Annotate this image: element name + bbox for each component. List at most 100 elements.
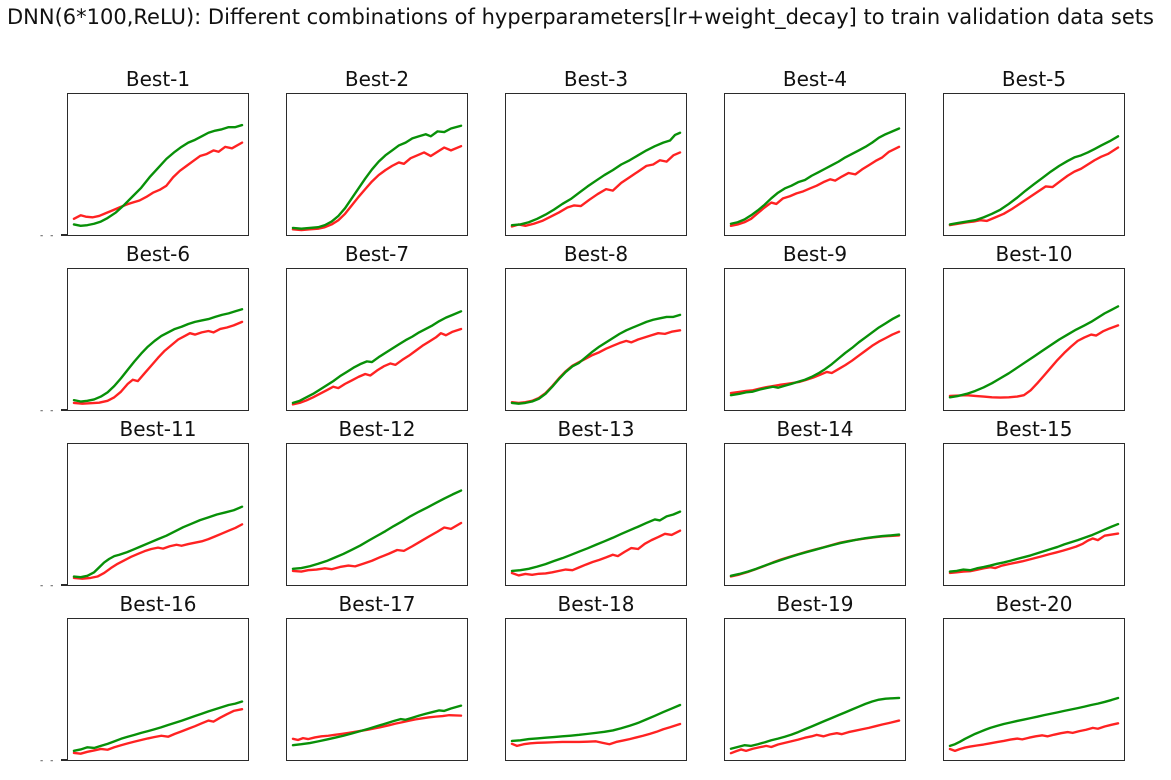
subplot-title: Best-19 (776, 592, 854, 616)
green-curve (948, 522, 1120, 573)
green-curve (72, 505, 244, 579)
line-chart (948, 522, 1120, 575)
red-curve (948, 532, 1120, 575)
subplot-title: Best-20 (995, 592, 1073, 616)
subplot: Best-12 (286, 417, 468, 586)
line-chart (291, 704, 463, 747)
red-curve (291, 713, 463, 742)
red-curve (291, 327, 463, 406)
subplot-title: Best-13 (557, 417, 635, 441)
green-curve (729, 533, 901, 578)
line-chart (729, 533, 901, 578)
line-chart (510, 313, 682, 405)
plot-area (943, 268, 1125, 411)
plot-area: - - (40, 443, 249, 591)
plot-area (286, 443, 468, 586)
red-curve (510, 529, 682, 577)
y-tick-mark (61, 409, 68, 411)
line-chart (72, 505, 244, 580)
y-tick-label: - - (40, 756, 56, 766)
plot-area (286, 93, 468, 236)
line-chart (948, 305, 1120, 399)
subplot: Best-15 (943, 417, 1125, 586)
y-tick-label: - - (40, 406, 56, 416)
subplot: Best-19 (724, 592, 906, 761)
red-curve (948, 324, 1120, 399)
red-curve (291, 521, 463, 573)
red-curve (729, 534, 901, 578)
y-tick-mark (61, 584, 68, 586)
line-chart (948, 135, 1120, 227)
subplot-title: Best-9 (782, 242, 848, 266)
plot-area (505, 443, 687, 586)
y-tick-label: - - (40, 581, 56, 591)
subplot-title: Best-8 (563, 242, 629, 266)
line-chart (729, 127, 901, 228)
line-chart (291, 489, 463, 573)
line-chart (72, 123, 244, 228)
subplot: Best-13 (505, 417, 687, 586)
subplot: Best-2 (286, 67, 468, 236)
line-chart (729, 314, 901, 397)
green-curve (72, 308, 244, 403)
plot-area (505, 93, 687, 236)
green-curve (510, 313, 682, 405)
red-curve (291, 144, 463, 232)
subplot: Best-9 (724, 242, 906, 411)
subplot-title: Best-16 (119, 592, 197, 616)
line-chart (510, 131, 682, 228)
line-chart (72, 700, 244, 755)
subplot-title: Best-1 (125, 67, 191, 91)
subplot: Best-3 (505, 67, 687, 236)
subplot-title: Best-11 (119, 417, 197, 441)
subplot: Best-17 (286, 592, 468, 761)
plot-area (505, 268, 687, 411)
subplot-title: Best-15 (995, 417, 1073, 441)
plot-area (505, 618, 687, 761)
plot-area (286, 268, 468, 411)
y-tick-mark (61, 759, 68, 761)
green-curve (729, 314, 901, 397)
plot-area (943, 618, 1125, 761)
plot-area: - - (40, 93, 249, 241)
subplot-title: Best-18 (557, 592, 635, 616)
red-curve (729, 145, 901, 228)
subplot-title: Best-12 (338, 417, 416, 441)
green-curve (291, 124, 463, 230)
plot-area (943, 93, 1125, 236)
green-curve (72, 123, 244, 228)
subplot: Best-1 - - (40, 67, 249, 241)
green-curve (948, 696, 1120, 748)
line-chart (729, 696, 901, 755)
red-curve (510, 722, 682, 748)
y-tick-mark (61, 234, 68, 236)
subplot: Best-20 (943, 592, 1125, 761)
green-curve (72, 700, 244, 753)
plot-area (943, 443, 1125, 586)
line-chart (510, 703, 682, 748)
subplot: Best-16 - - (40, 592, 249, 766)
green-curve (948, 305, 1120, 399)
red-curve (729, 330, 901, 395)
subplot-title: Best-2 (344, 67, 410, 91)
red-curve (729, 719, 901, 755)
red-curve (72, 141, 244, 221)
subplot-title: Best-10 (995, 242, 1073, 266)
green-curve (948, 135, 1120, 226)
green-curve (291, 489, 463, 571)
line-chart (948, 696, 1120, 753)
subplot-title: Best-7 (344, 242, 410, 266)
plot-area: - - (40, 618, 249, 766)
plot-area (724, 443, 906, 586)
subplot: Best-5 (943, 67, 1125, 236)
line-chart (291, 124, 463, 232)
line-chart (510, 510, 682, 577)
subplot-title: Best-4 (782, 67, 848, 91)
subplot-title: Best-3 (563, 67, 629, 91)
red-curve (510, 151, 682, 228)
subplot: Best-18 (505, 592, 687, 761)
subplot: Best-7 (286, 242, 468, 411)
green-curve (729, 127, 901, 225)
subplot-title: Best-17 (338, 592, 416, 616)
